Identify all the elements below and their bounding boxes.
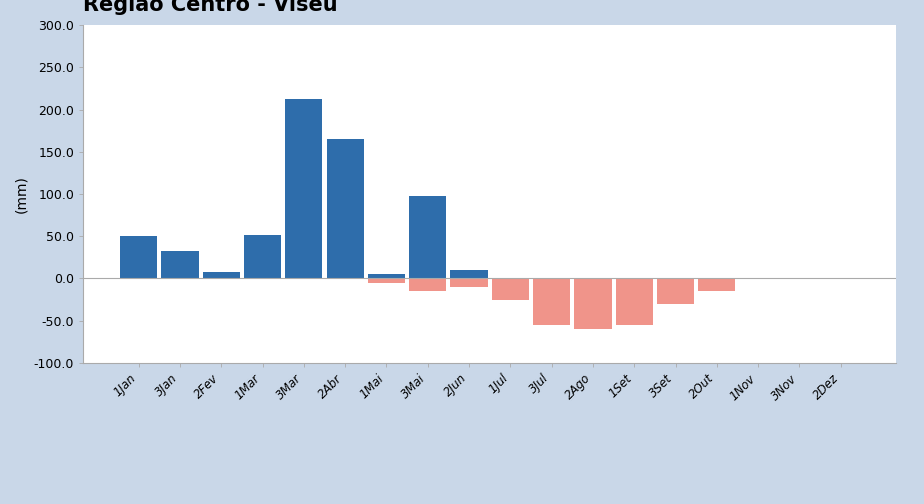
Bar xyxy=(409,278,446,291)
Legend: Excesso (mm), Défice (mm): Excesso (mm), Défice (mm) xyxy=(324,499,655,504)
Bar xyxy=(326,139,364,278)
Bar xyxy=(368,274,405,278)
Bar xyxy=(699,278,736,291)
Bar xyxy=(202,272,240,278)
Bar xyxy=(492,278,529,299)
Bar xyxy=(162,250,199,278)
Bar xyxy=(533,278,570,325)
Bar xyxy=(409,196,446,278)
Text: Região Centro - Viseu: Região Centro - Viseu xyxy=(83,0,338,15)
Bar xyxy=(657,278,694,304)
Bar xyxy=(451,278,488,287)
Bar xyxy=(244,234,281,278)
Bar xyxy=(575,278,612,329)
Y-axis label: (mm): (mm) xyxy=(14,175,29,213)
Bar xyxy=(451,270,488,278)
Bar xyxy=(615,278,653,325)
Bar xyxy=(368,278,405,283)
Bar xyxy=(120,236,157,278)
Bar xyxy=(286,99,322,278)
